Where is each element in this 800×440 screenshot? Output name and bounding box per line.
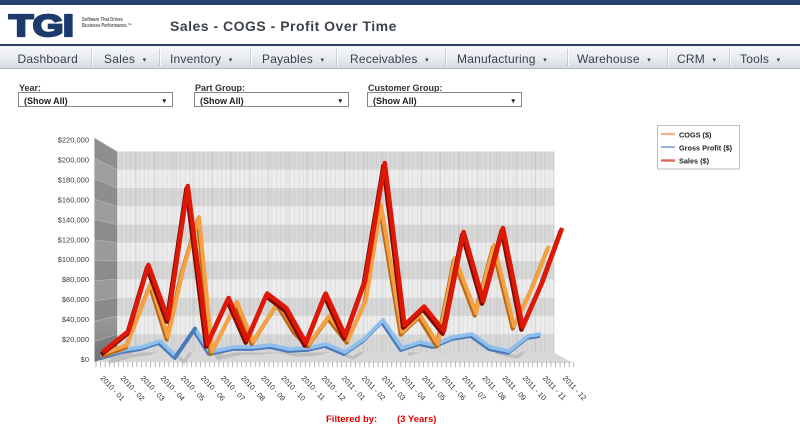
svg-text:$100,000: $100,000 xyxy=(58,255,89,264)
svg-text:$160,000: $160,000 xyxy=(58,196,89,205)
svg-text:$0: $0 xyxy=(81,355,89,364)
svg-text:$200,000: $200,000 xyxy=(58,156,89,165)
svg-text:$20,000: $20,000 xyxy=(62,335,89,344)
svg-text:$120,000: $120,000 xyxy=(58,235,89,244)
svg-text:COGS ($): COGS ($) xyxy=(679,130,712,139)
svg-text:Filtered by:: Filtered by: xyxy=(326,414,377,425)
svg-text:$40,000: $40,000 xyxy=(62,315,89,324)
svg-text:$220,000: $220,000 xyxy=(58,136,89,145)
svg-text:(3 Years): (3 Years) xyxy=(397,414,436,425)
svg-text:$180,000: $180,000 xyxy=(58,176,89,185)
svg-text:Sales ($): Sales ($) xyxy=(679,156,710,165)
svg-text:$60,000: $60,000 xyxy=(62,295,89,304)
svg-text:Gross Profit ($): Gross Profit ($) xyxy=(679,143,733,152)
svg-text:$80,000: $80,000 xyxy=(62,275,89,284)
svg-text:$140,000: $140,000 xyxy=(58,215,89,224)
